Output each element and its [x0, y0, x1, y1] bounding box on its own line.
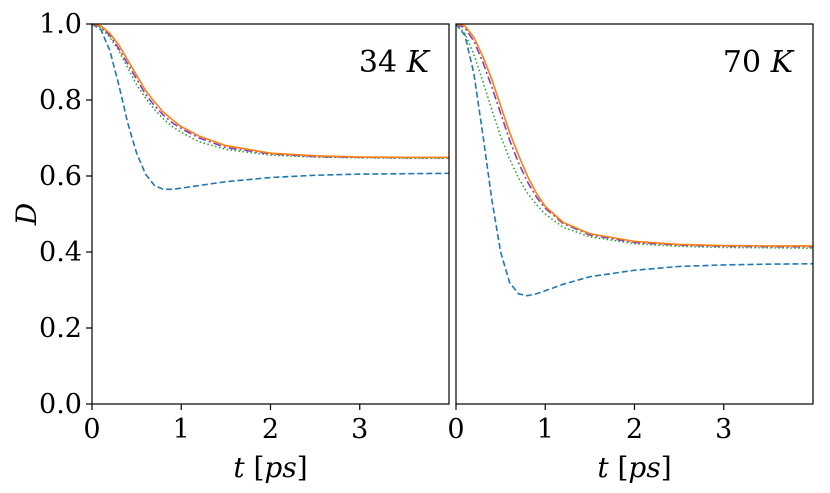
- panel-label-70k: 70 K: [723, 45, 795, 80]
- series-line-34k-2: [91, 23, 449, 159]
- series-line-70k-2: [455, 23, 814, 249]
- x-tick-label-70k-3: 3: [715, 414, 732, 445]
- plot-frame-70k: [455, 23, 814, 405]
- y-tick-label-34k-4: 0.8: [39, 85, 82, 116]
- y-tick-label-34k-3: 0.6: [39, 161, 82, 192]
- series-line-34k-3: [91, 23, 449, 159]
- plot-frame-34k: [91, 23, 450, 405]
- y-axis-label: D: [10, 203, 43, 226]
- y-tick-label-34k-5: 1.0: [39, 9, 82, 40]
- x-axis-label-34k: t [ps]: [233, 451, 307, 484]
- panel-70k: 0 1 2 3 t [ps] 70 K: [447, 23, 814, 484]
- series-line-70k-4: [455, 23, 813, 247]
- series-line-34k-4: [91, 23, 449, 159]
- series-line-70k-1: [455, 23, 814, 297]
- series-line-34k-1: [91, 23, 450, 191]
- x-tick-label-34k-0: 0: [83, 414, 100, 445]
- x-tick-label-70k-1: 1: [537, 414, 554, 445]
- x-tick-label-34k-2: 2: [262, 414, 279, 445]
- y-tick-label-34k-2: 0.4: [39, 237, 82, 268]
- x-tick-label-34k-1: 1: [173, 414, 190, 445]
- x-tick-label-70k-0: 0: [447, 414, 464, 445]
- y-tick-label-34k-0: 0.0: [39, 389, 82, 420]
- panel-34k: 0 1 2 3 0.0 0.2 0.4 0.6 0.8 1.0 t [ps] D 34 K: [10, 9, 450, 484]
- x-axis-label-70k: t [ps]: [597, 451, 671, 484]
- y-tick-label-34k-1: 0.2: [39, 313, 82, 344]
- x-tick-label-70k-2: 2: [626, 414, 643, 445]
- x-tick-label-34k-3: 3: [351, 414, 368, 445]
- panel-label-34k: 34 K: [359, 45, 431, 80]
